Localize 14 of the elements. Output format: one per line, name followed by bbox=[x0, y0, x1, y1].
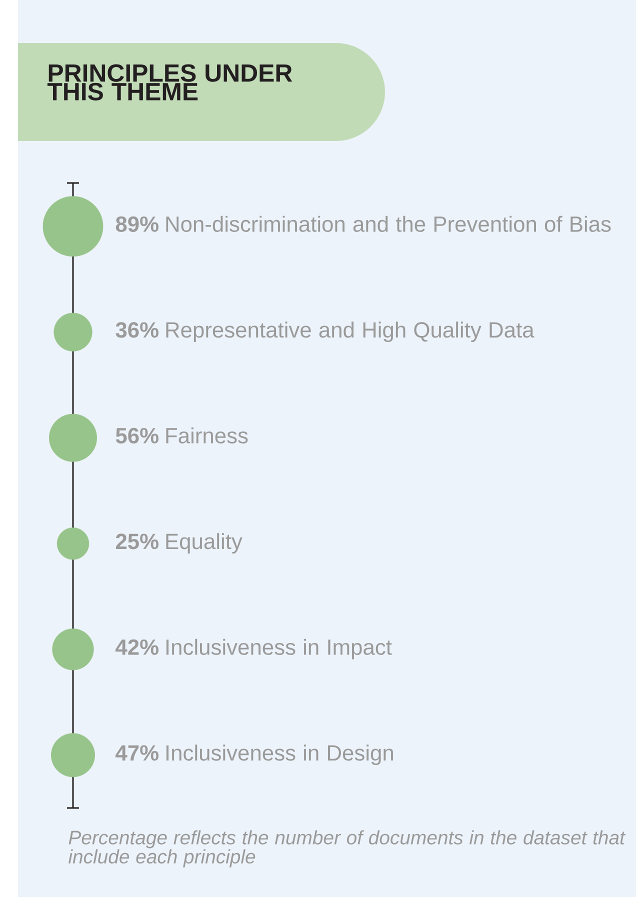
data-label: 56% bbox=[116, 428, 158, 444]
data-label: 42% bbox=[116, 639, 158, 655]
text: Percentage reflects the number of documents in the dataset that include each principle bbox=[68, 830, 626, 868]
category-label: Representative and High Quality Data bbox=[166, 322, 534, 342]
data-label: 47% bbox=[116, 745, 158, 761]
category-label: Inclusiveness in Design bbox=[166, 744, 393, 766]
category-label: Non-discrimination and the Prevention of Bias bbox=[166, 216, 611, 232]
data-label: 36% bbox=[116, 322, 158, 338]
text: PRINCIPLES UNDER THIS THEME bbox=[47, 64, 292, 100]
data-label: 89% bbox=[116, 216, 158, 232]
category-label: Inclusiveness in Impact bbox=[166, 638, 392, 660]
category-label: Equality bbox=[166, 533, 242, 554]
data-label: 25% bbox=[116, 534, 158, 550]
category-label: Fairness bbox=[166, 427, 248, 444]
